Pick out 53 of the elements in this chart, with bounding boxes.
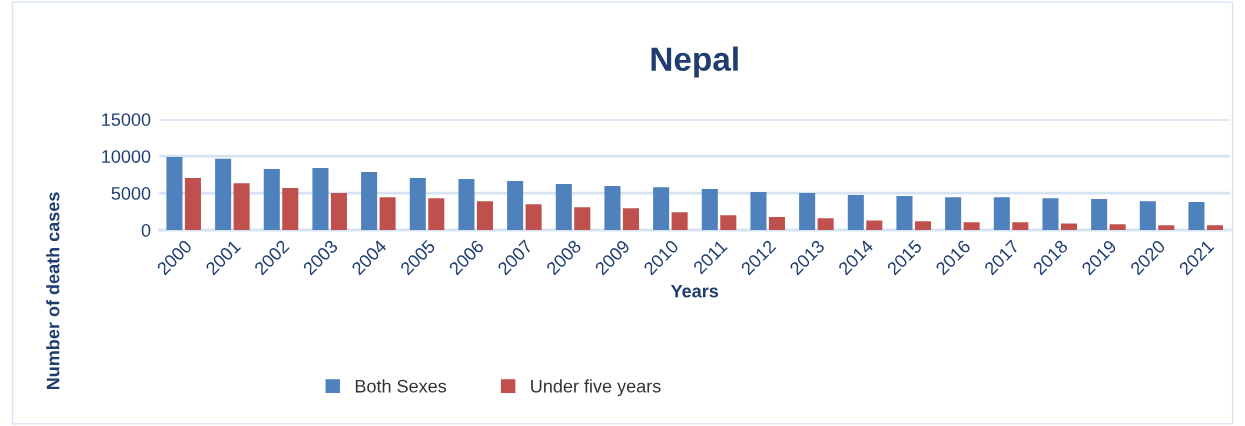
bar [1042, 198, 1059, 231]
bar [233, 183, 250, 231]
bar [379, 197, 396, 231]
bar [866, 220, 883, 231]
bar [768, 217, 785, 231]
bar [1012, 222, 1029, 231]
bar [1091, 199, 1108, 231]
bar [945, 197, 962, 231]
bar [1188, 201, 1205, 231]
bar [750, 192, 767, 231]
bar [507, 180, 524, 231]
bar [574, 207, 591, 231]
bar [847, 194, 864, 231]
bar [215, 158, 232, 231]
bar [653, 187, 670, 231]
bar [720, 215, 737, 231]
bar [555, 183, 572, 231]
bar [330, 193, 347, 231]
bar [263, 169, 280, 231]
bar [1139, 201, 1156, 231]
bar [1109, 224, 1126, 231]
bar [525, 204, 542, 231]
bar [604, 186, 621, 231]
bar [671, 212, 688, 231]
bar [476, 201, 493, 231]
bar [914, 221, 931, 231]
bar [1060, 223, 1077, 231]
bar [166, 156, 183, 231]
bar [312, 168, 329, 231]
bar [409, 177, 426, 231]
bar [1158, 225, 1175, 231]
bar [993, 197, 1010, 231]
y-tick-label: 5000 [111, 187, 151, 200]
bar [701, 189, 718, 231]
bar [622, 208, 639, 231]
bar [817, 218, 834, 231]
bar [428, 198, 445, 231]
bar [963, 222, 980, 231]
bar [361, 172, 378, 231]
y-tick-label: 0 [141, 223, 151, 237]
x-axis-title: Years [670, 284, 719, 298]
bar [896, 196, 913, 231]
bar [1206, 225, 1223, 231]
bar [799, 193, 816, 231]
y-tick-label: 10000 [102, 150, 151, 163]
y-axis-title: Number of death cases [46, 192, 60, 390]
legend-label: Under five years [531, 379, 661, 397]
bar [184, 177, 201, 231]
legend-label: Both Sexes [355, 379, 447, 393]
y-tick-label: 15000 [102, 113, 151, 126]
bar [458, 179, 475, 231]
chart-title: Nepal [651, 46, 738, 78]
bar [282, 187, 299, 231]
